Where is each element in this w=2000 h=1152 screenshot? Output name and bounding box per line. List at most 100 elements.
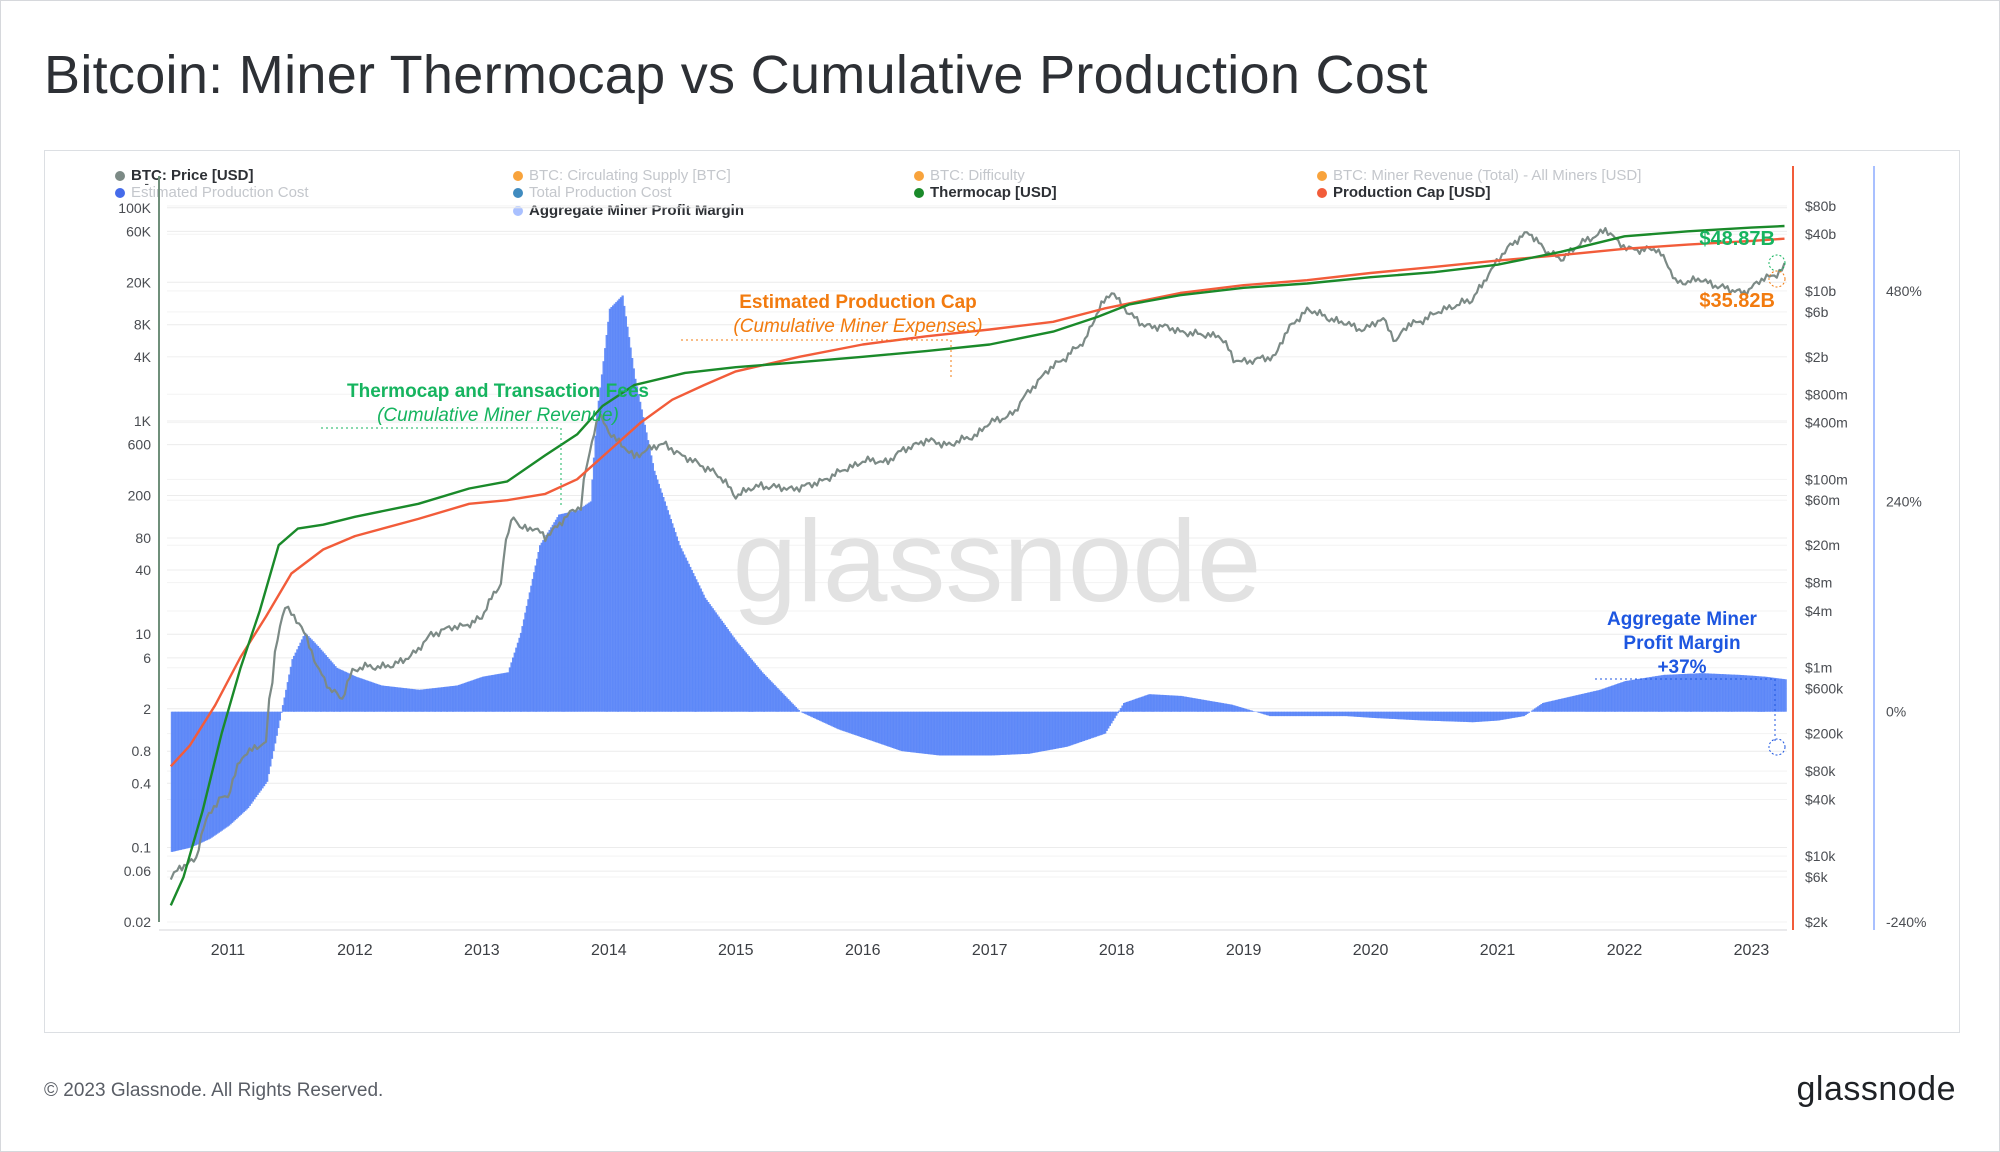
profit-margin-bar <box>253 711 256 800</box>
profit-margin-bar <box>580 508 583 712</box>
profit-margin-bar <box>1064 711 1067 747</box>
profit-margin-bar <box>1690 673 1693 712</box>
profit-margin-bar <box>540 542 543 712</box>
legend-item[interactable]: Production Cap [USD] <box>1317 184 1491 201</box>
profit-margin-bar <box>1198 699 1201 712</box>
profit-margin-bar <box>565 512 568 712</box>
profit-margin-bar <box>360 678 364 712</box>
profit-margin-bar <box>788 700 791 712</box>
profit-margin-bar <box>683 554 686 712</box>
profit-margin-bar <box>906 711 910 752</box>
profit-margin-bar <box>705 599 708 712</box>
profit-margin-bar <box>1197 698 1200 712</box>
profit-margin-bar <box>516 642 520 712</box>
profit-margin-bar <box>1543 702 1546 712</box>
profit-margin-bar <box>572 511 575 712</box>
profit-margin-bar <box>302 636 305 712</box>
legend-item[interactable]: BTC: Difficulty <box>914 167 1025 184</box>
profit-margin-bar <box>1032 711 1035 753</box>
profit-margin-bar <box>1559 698 1562 712</box>
profit-margin-bar <box>1693 673 1696 712</box>
profit-margin-bar <box>1142 696 1145 712</box>
profit-margin-bar <box>1715 673 1719 712</box>
profit-margin-bar <box>1699 673 1702 712</box>
profit-margin-bar <box>1709 673 1713 712</box>
profit-margin-bar <box>1145 695 1148 712</box>
legend-dot-icon <box>914 171 924 181</box>
profit-margin-bar <box>1767 677 1770 712</box>
profit-margin-bar <box>675 536 678 712</box>
legend-item[interactable]: BTC: Miner Revenue (Total) - All Miners … <box>1317 167 1641 184</box>
profit-margin-bar <box>767 678 770 712</box>
profit-margin-bar <box>599 387 602 712</box>
profit-margin-bar <box>1084 711 1087 741</box>
profit-margin-bar <box>1547 701 1551 712</box>
profit-margin-bar <box>985 711 988 756</box>
profit-margin-bar <box>1441 711 1444 722</box>
profit-margin-bar <box>214 711 218 835</box>
profit-margin-bar <box>521 626 524 712</box>
profit-margin-bar <box>746 654 749 712</box>
profit-margin-bar <box>1427 711 1430 721</box>
profit-margin-bar <box>1113 711 1116 719</box>
profit-margin-bar <box>442 687 446 712</box>
profit-margin-bar <box>1076 711 1079 744</box>
profit-margin-bar <box>1650 676 1653 712</box>
profit-margin-bar <box>543 537 547 712</box>
profit-margin-bar <box>704 597 707 712</box>
legend-item[interactable]: BTC: Price [USD] <box>115 167 254 184</box>
left-axis-tick-label: 4K <box>134 349 152 365</box>
profit-margin-bar <box>1620 682 1623 712</box>
profit-margin-bar <box>852 711 855 735</box>
profit-margin-bar <box>900 711 904 752</box>
profit-margin-bar <box>856 711 860 736</box>
legend-item[interactable]: Total Production Cost <box>513 184 672 201</box>
profit-margin-bar <box>992 711 995 756</box>
profit-margin-bar <box>536 558 539 712</box>
profit-margin-bar <box>1360 711 1363 718</box>
margin-annotation-value: +37% <box>1657 657 1706 678</box>
profit-margin-bar <box>1479 711 1482 722</box>
profit-margin-bar <box>1588 692 1591 712</box>
profit-margin-bar <box>1509 711 1512 719</box>
profit-margin-bar <box>666 510 669 712</box>
footer-copyright: © 2023 Glassnode. All Rights Reserved. <box>44 1080 384 1101</box>
profit-margin-bar <box>917 711 920 754</box>
legend-item[interactable]: Estimated Production Cost <box>115 184 309 201</box>
profit-margin-bar <box>1293 711 1296 717</box>
profit-margin-bar <box>1648 677 1652 712</box>
profit-margin-bar <box>1645 677 1649 712</box>
profit-margin-bar <box>1046 711 1049 751</box>
profit-margin-bar <box>861 711 864 738</box>
x-axis-tick-label: 2013 <box>464 942 500 959</box>
profit-margin-bar <box>608 308 612 712</box>
profit-margin-bar <box>791 703 794 712</box>
profit-margin-bar <box>1349 711 1352 717</box>
profit-margin-bar <box>357 677 361 712</box>
profit-margin-bar <box>1433 711 1436 721</box>
profit-margin-bar <box>502 673 506 712</box>
profit-margin-bar <box>1503 711 1506 720</box>
profit-margin-bar <box>640 409 643 712</box>
profit-margin-bar <box>1230 704 1234 712</box>
profit-margin-bar <box>377 684 380 712</box>
prodcap-annotation-subtitle: (Cumulative Miner Expenses) <box>733 316 982 337</box>
profit-margin-bar <box>1206 700 1209 712</box>
thermocap-annotation-leader <box>321 427 562 505</box>
legend-item[interactable]: Thermocap [USD] <box>914 184 1057 201</box>
profit-margin-bar <box>972 711 976 756</box>
profit-margin-bar <box>784 695 787 712</box>
profit-margin-bar <box>946 711 949 756</box>
right-axis-tick-label: $2b <box>1805 349 1829 365</box>
profit-margin-bar <box>229 711 232 825</box>
profit-margin-bar <box>1577 694 1581 712</box>
profit-margin-bar <box>1530 710 1534 712</box>
profit-margin-bar <box>619 297 623 712</box>
legend-item[interactable]: BTC: Circulating Supply [BTC] <box>513 167 731 184</box>
profit-margin-bar <box>387 686 391 712</box>
profit-margin-bar <box>1267 711 1270 716</box>
profit-margin-bar <box>1384 711 1387 719</box>
profit-margin-bar <box>867 711 870 740</box>
profit-margin-bar <box>1258 711 1261 713</box>
profit-margin-bar <box>725 627 728 712</box>
